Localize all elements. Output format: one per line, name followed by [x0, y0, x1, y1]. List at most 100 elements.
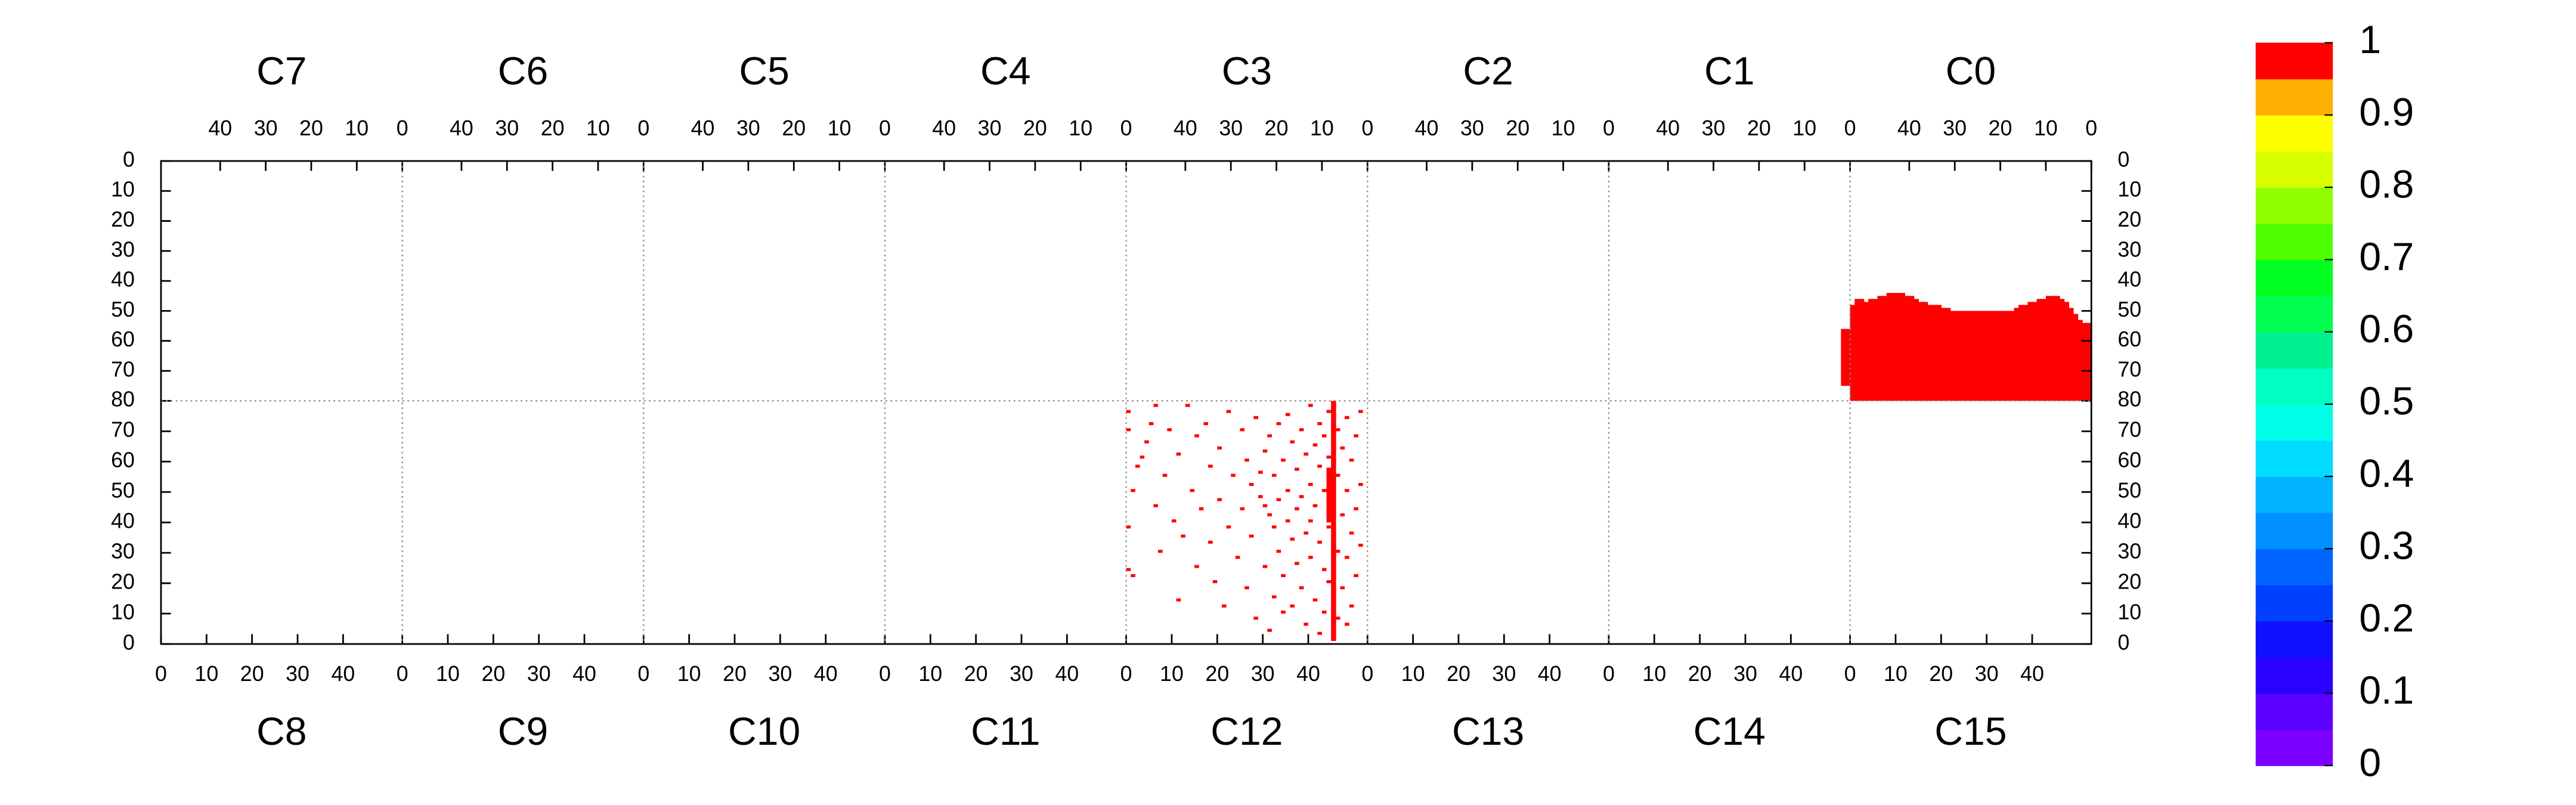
x-tick-label: 0: [397, 662, 408, 686]
hit-cell: [1144, 440, 1149, 444]
hit-cell: [1190, 489, 1195, 493]
colorbar-label: 1: [2359, 18, 2381, 62]
hit-cell: [1358, 482, 1363, 486]
hit-segment: [1882, 296, 1887, 401]
x-tick-label: 30: [1219, 116, 1243, 140]
y-tick-label: 0: [123, 630, 135, 654]
hit-segment: [1945, 308, 1951, 401]
hit-cell: [1358, 410, 1363, 413]
hit-segment: [1886, 293, 1892, 401]
hit-cell: [1321, 434, 1327, 438]
colorbar-band: [2255, 223, 2333, 261]
hit-cell: [1194, 565, 1199, 568]
hit-cell: [1317, 465, 1322, 468]
hit-cell: [1276, 498, 1281, 501]
y-tick-label: 60: [2117, 448, 2141, 472]
hit-cell: [1354, 434, 1359, 438]
hit-cell: [1249, 534, 1254, 538]
y-tick-label: 10: [111, 178, 135, 202]
hit-cell: [1158, 549, 1163, 553]
colorbar-band: [2255, 259, 2333, 296]
hit-cell: [1312, 598, 1318, 602]
chip-label: C11: [971, 710, 1040, 754]
hit-cell: [1354, 507, 1359, 510]
x-tick-label: 10: [1401, 662, 1425, 686]
hit-cell: [1181, 534, 1185, 538]
hit-segment: [1950, 311, 1956, 401]
hit-segment: [1968, 311, 1974, 401]
x-tick-label: 0: [1361, 116, 1373, 140]
hit-segment: [2082, 323, 2088, 401]
hit-cell: [1176, 598, 1181, 602]
x-tick-label: 0: [155, 662, 167, 686]
hit-cell: [1358, 543, 1363, 547]
x-tick-label: 10: [586, 116, 610, 140]
hit-cell: [1249, 482, 1254, 486]
hit-segment: [2036, 299, 2042, 401]
x-tick-label: 40: [1779, 662, 1803, 686]
hit-segment: [2032, 302, 2038, 401]
hit-segment: [2077, 320, 2083, 401]
hit-cell: [1194, 434, 1199, 438]
chip-label: C4: [980, 49, 1031, 93]
x-tick-label: 40: [932, 116, 956, 140]
y-tick-label: 40: [111, 268, 135, 292]
x-tick-label: 10: [1884, 662, 1908, 686]
y-tick-label: 20: [2117, 570, 2141, 594]
hit-cell: [1258, 470, 1263, 474]
x-tick-label: 20: [541, 116, 565, 140]
y-tick-label: 70: [111, 418, 135, 442]
hit-segment: [1964, 311, 1969, 401]
hit-cell: [1345, 489, 1349, 493]
hit-segment: [2086, 323, 2092, 401]
hit-cell: [1126, 568, 1131, 571]
y-tick-label: 50: [111, 479, 135, 503]
x-tick-label: 40: [814, 662, 838, 686]
colorbar-label: 0.1: [2359, 668, 2414, 713]
x-tick-label: 0: [1844, 116, 1856, 140]
colorbar-band: [2255, 440, 2333, 477]
hit-cell: [1276, 549, 1281, 553]
hit-cell: [1349, 604, 1354, 608]
hit-cell: [1321, 610, 1327, 614]
hit-cell: [1212, 580, 1218, 584]
hit-cell: [1148, 422, 1154, 426]
hit-cell: [1295, 507, 1299, 510]
hit-segment: [1927, 305, 1933, 401]
hit-cell: [1153, 404, 1159, 407]
x-tick-label: 20: [299, 116, 323, 140]
colorbar-band: [2255, 693, 2333, 730]
chip-label: C13: [1452, 710, 1524, 754]
hit-segment: [2009, 311, 2015, 401]
x-tick-label: 30: [527, 662, 551, 686]
hit-cell: [1304, 531, 1309, 535]
x-tick-label: 30: [1733, 662, 1757, 686]
hit-cell: [1317, 540, 1322, 544]
x-tick-label: 0: [637, 662, 649, 686]
colorbar-label: 0.7: [2359, 235, 2414, 279]
hit-segment: [2064, 302, 2069, 401]
hit-segment: [2027, 302, 2033, 401]
x-tick-label: 10: [677, 662, 701, 686]
hit-segment: [1841, 329, 1846, 386]
hit-cell: [1171, 519, 1176, 523]
hit-cell: [1267, 628, 1272, 632]
hit-cell: [1281, 610, 1286, 614]
x-tick-label: 40: [1415, 116, 1439, 140]
x-tick-label: 0: [879, 116, 891, 140]
hit-cell: [1304, 623, 1309, 626]
hit-cell: [1126, 410, 1131, 413]
hit-cell: [1335, 473, 1340, 477]
chip-label: C14: [1693, 710, 1766, 754]
hit-cell: [1267, 513, 1272, 516]
x-tick-label: 10: [1160, 662, 1184, 686]
hit-segment: [2045, 296, 2051, 401]
x-tick-label: 20: [1929, 662, 1953, 686]
hit-cell: [1271, 595, 1277, 599]
colorbar-label: 0.8: [2359, 163, 2414, 207]
colorbar-band: [2255, 79, 2333, 116]
x-tick-label: 0: [1844, 662, 1856, 686]
y-tick-label: 80: [111, 388, 135, 411]
x-tick-label: 30: [1943, 116, 1967, 140]
hit-segment: [2059, 299, 2065, 401]
